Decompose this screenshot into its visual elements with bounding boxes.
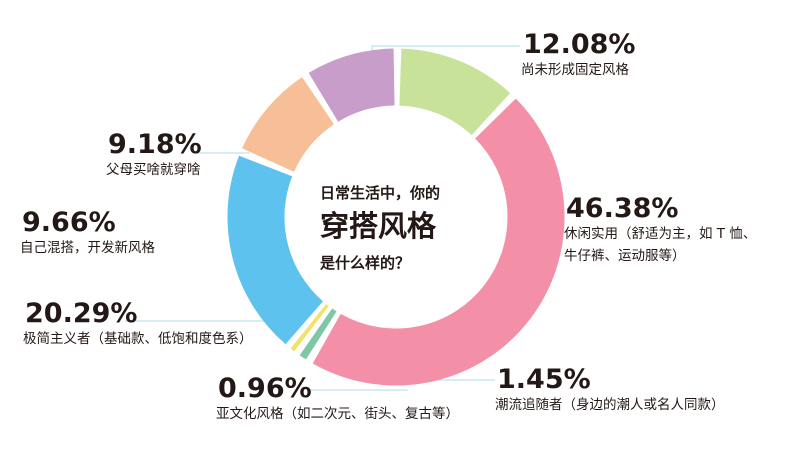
slice-category-label-4: 亚文化风格（如二次元、街头、复古等） xyxy=(216,405,459,422)
slice-3 xyxy=(299,308,337,360)
slice-4 xyxy=(290,304,329,352)
slice-7 xyxy=(308,48,395,122)
slice-category-label-1: 尚未形成固定风格 xyxy=(521,62,629,78)
center-title-line-1: 日常生活中，你的 xyxy=(320,184,440,202)
slice-2 xyxy=(312,98,565,386)
slice-value-label-1: 12.08% xyxy=(523,29,635,60)
center-title-line-3: 是什么样的？ xyxy=(319,254,410,272)
slice-value-label-7: 9.18% xyxy=(108,129,202,160)
slice-value-label-5: 20.29% xyxy=(25,298,137,329)
slice-category-label-2-line-2: 牛仔裤、运动服等） xyxy=(564,247,686,264)
slice-value-label-2: 46.38% xyxy=(566,193,678,224)
slice-value-label-4: 0.96% xyxy=(218,373,312,404)
donut-slices xyxy=(227,48,565,386)
slice-1 xyxy=(399,48,510,135)
center-title-line-2: 穿搭风格 xyxy=(320,209,437,243)
slice-6 xyxy=(242,77,334,172)
slice-category-label-7: 父母买啥就穿啥 xyxy=(106,162,201,178)
slice-value-label-3: 1.45% xyxy=(497,364,591,395)
slice-category-label-3: 潮流追随者（身边的潮人或名人同款） xyxy=(495,397,725,413)
slice-category-label-5: 极简主义者（基础款、低饱和度色系） xyxy=(23,330,253,347)
slice-5 xyxy=(227,155,323,345)
center-title: 日常生活中，你的 穿搭风格 是什么样的？ xyxy=(319,184,440,272)
slice-labels: 12.08% 尚未形成固定风格 46.38% 休闲实用（舒适为主，如 T 恤、牛仔裤、… xyxy=(20,29,756,422)
slice-category-label-2: 休闲实用（舒适为主，如 T 恤、 xyxy=(564,226,756,242)
slice-category-label-6: 自己混搭，开发新风格 xyxy=(20,240,155,256)
slice-value-label-6: 9.66% xyxy=(22,207,116,238)
